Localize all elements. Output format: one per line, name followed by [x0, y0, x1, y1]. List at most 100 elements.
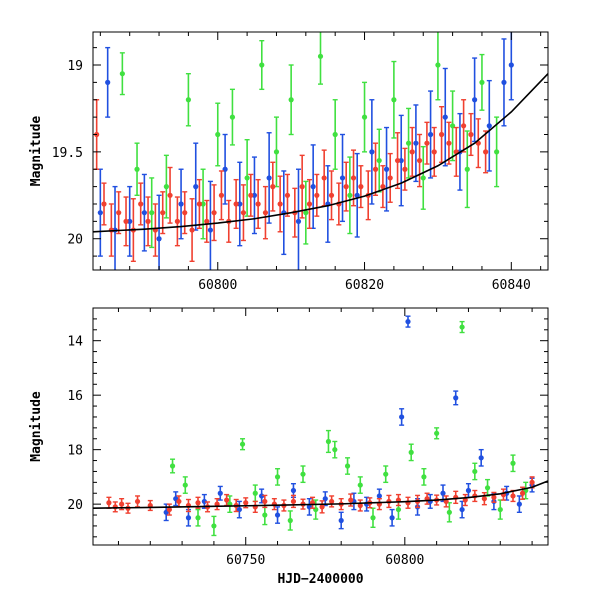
data-point — [259, 488, 265, 504]
data-point-marker — [196, 201, 203, 207]
y-tick-label: 20 — [67, 498, 83, 513]
data-point — [376, 497, 382, 511]
data-point — [303, 180, 309, 245]
data-point — [106, 496, 112, 509]
data-point — [472, 462, 478, 481]
data-point-marker — [259, 62, 265, 68]
data-point — [376, 128, 382, 193]
data-point — [266, 132, 272, 224]
data-point — [160, 191, 166, 235]
data-point — [408, 443, 414, 462]
data-point-marker — [325, 438, 332, 445]
x-tick-label: 60750 — [226, 553, 265, 568]
data-point — [281, 170, 287, 256]
data-point — [484, 478, 491, 497]
data-point — [483, 130, 489, 174]
data-point — [500, 488, 507, 501]
data-point — [357, 476, 363, 494]
data-point-marker — [453, 395, 459, 401]
data-point-marker — [185, 515, 192, 521]
data-point-marker — [465, 487, 472, 494]
data-point — [314, 173, 320, 217]
data-point — [284, 173, 291, 217]
data-point — [405, 315, 411, 328]
data-point-marker — [329, 498, 335, 505]
data-point-marker — [156, 236, 162, 242]
data-point — [149, 177, 155, 249]
data-point — [383, 465, 389, 484]
data-point-marker — [169, 463, 176, 469]
data-point — [446, 502, 452, 523]
data-point-marker — [394, 157, 401, 164]
data-point-marker — [361, 114, 368, 120]
data-point — [370, 507, 376, 528]
data-point — [350, 149, 357, 207]
bottom-panel: 60750 60800 14 16 18 20 Magnitude HJD−2400000 — [29, 307, 549, 587]
data-point-marker — [207, 227, 214, 233]
data-point — [317, 32, 324, 85]
data-point-marker — [462, 497, 468, 503]
data-point-marker — [372, 166, 379, 172]
data-point-marker — [233, 201, 239, 207]
data-point-marker — [174, 218, 180, 224]
data-point — [163, 154, 169, 219]
data-point-marker — [262, 210, 269, 216]
data-point — [358, 165, 364, 209]
data-point — [182, 191, 188, 235]
data-point-marker — [332, 447, 338, 453]
data-point — [288, 64, 294, 136]
data-point — [127, 185, 133, 257]
data-point — [478, 448, 484, 467]
x-tick-label: 60840 — [492, 278, 531, 293]
data-point — [119, 52, 125, 96]
data-point — [112, 501, 118, 513]
data-point-marker — [224, 497, 230, 503]
data-point-marker — [116, 210, 122, 216]
data-point-marker — [389, 515, 395, 521]
data-point — [252, 500, 258, 514]
data-point-marker — [383, 471, 389, 477]
data-point — [453, 490, 459, 505]
x-tick-label: 60820 — [345, 278, 384, 293]
data-point — [116, 191, 122, 235]
data-point-marker — [262, 498, 268, 505]
data-point — [207, 180, 214, 270]
data-point — [147, 499, 153, 512]
bottom-panel-ylabel: Magnitude — [29, 391, 44, 462]
data-point-marker — [442, 114, 448, 120]
data-point — [479, 53, 485, 111]
data-point-marker — [319, 504, 325, 510]
data-point — [329, 495, 335, 508]
data-point-marker — [163, 184, 169, 190]
data-point — [380, 165, 386, 209]
data-point — [387, 152, 393, 203]
data-point-marker — [491, 494, 497, 500]
data-point — [516, 495, 522, 514]
data-point-marker — [200, 201, 206, 207]
data-point — [405, 496, 411, 509]
data-point-marker — [529, 479, 535, 485]
data-point — [421, 468, 427, 486]
data-point-marker — [376, 493, 382, 499]
data-point-marker — [97, 210, 103, 216]
data-point-marker — [299, 184, 305, 190]
data-point-marker — [290, 498, 297, 505]
data-point — [494, 116, 500, 188]
data-point-marker — [483, 149, 489, 155]
data-point-marker — [314, 192, 320, 198]
data-point — [239, 438, 246, 451]
data-point-marker — [446, 140, 452, 146]
data-point — [435, 32, 441, 101]
data-point-marker — [357, 502, 363, 509]
data-point-marker — [348, 497, 354, 503]
data-point — [399, 408, 405, 426]
data-point — [134, 142, 140, 196]
data-point-marker — [459, 506, 465, 513]
data-point-marker — [484, 485, 491, 491]
data-point — [409, 126, 415, 177]
data-point-marker — [160, 210, 166, 216]
data-point-marker — [248, 192, 254, 198]
data-point — [167, 166, 173, 224]
model-curve — [93, 73, 548, 233]
data-point — [145, 196, 151, 247]
